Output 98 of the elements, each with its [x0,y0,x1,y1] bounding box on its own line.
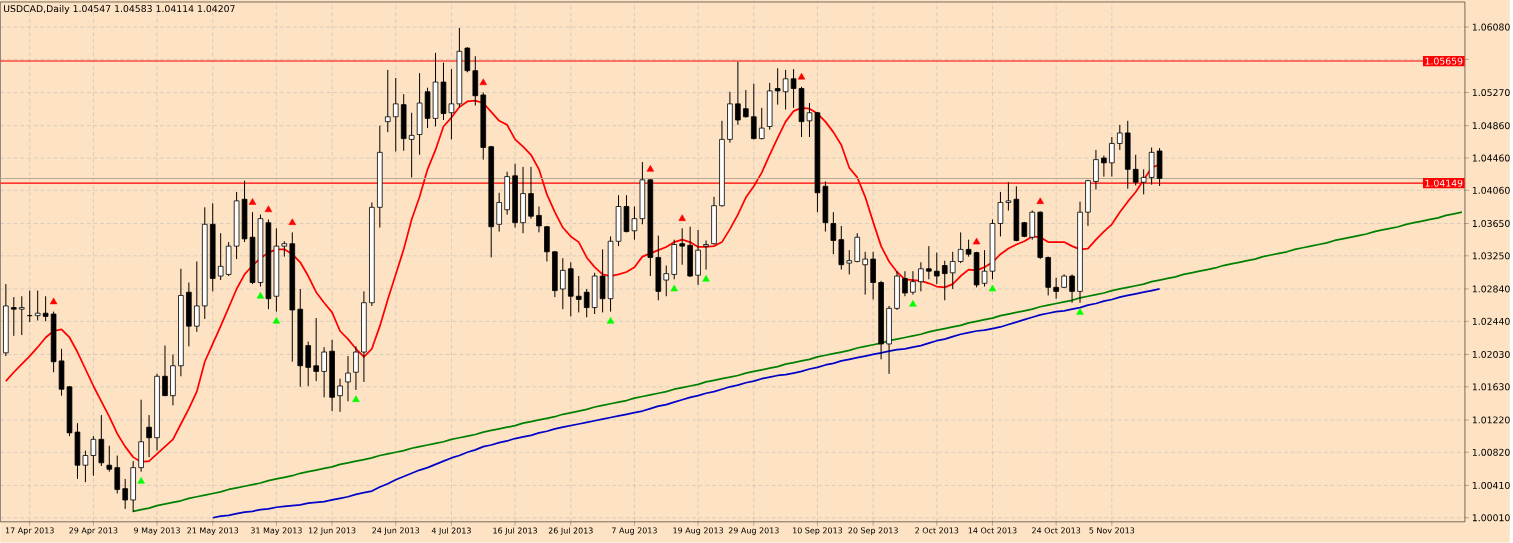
y-tick-label: 1.04860 [1472,122,1510,130]
candlestick [735,61,741,126]
candlestick [918,261,924,293]
ref-line-label: 1.04149 [1425,179,1463,187]
ref-line-label: 1.05659 [1425,57,1463,65]
point [646,165,655,172]
candlestick [146,414,152,458]
y-tick-label: 1.03250 [1472,252,1510,260]
y-tick-label: 1.00410 [1472,482,1510,490]
candlestick [1109,136,1115,178]
y-tick-label: 1.06080 [1472,23,1510,31]
candlestick [392,77,399,153]
candlestick [464,46,471,73]
y-tick-label: 1.05270 [1472,89,1510,97]
point [606,317,615,324]
candlestick [870,251,876,301]
candlestick [703,240,709,271]
candlestick [98,414,105,467]
point [909,300,917,307]
y-tick-label: 1.00820 [1472,448,1510,456]
candlestick [949,251,956,290]
candlestick [384,69,391,133]
candlestick [305,341,311,387]
y-tick-label: 1.04460 [1472,154,1510,162]
candlestick [663,265,670,297]
candlestick [679,227,685,266]
y-tick-label: 1.02840 [1472,285,1510,293]
point [256,292,265,299]
y-tick-label: 1.01220 [1472,416,1510,424]
candlestick [408,112,415,179]
candlestick [957,232,964,264]
candlestick [345,355,351,402]
point [137,477,145,484]
y-tick-label: 1.03650 [1472,220,1510,228]
candlestick [1101,155,1107,178]
point [1036,197,1044,205]
candlestick [1140,168,1147,196]
candlestick [536,206,542,234]
candlestick [313,317,319,382]
y-tick-label: 1.02440 [1472,317,1510,325]
point [988,284,997,292]
y-tick-label: 1.04060 [1472,186,1510,194]
candlestick [1005,181,1012,212]
candlestick [751,83,757,141]
y-tick-label: 1.01630 [1472,383,1510,391]
candlestick [528,166,534,220]
point [972,237,981,245]
point [288,218,297,226]
candlestick [1053,277,1059,300]
candlestick [496,192,502,233]
candlestick [106,445,113,473]
candlestick [862,251,868,296]
point [678,214,686,222]
candlestick [337,378,343,413]
y-tick-label: 1.00010 [1472,514,1510,522]
point [797,73,806,80]
point [702,275,710,282]
candlestick [910,270,916,296]
candlestick [599,248,606,314]
candlestick [560,257,566,310]
candlestick [353,346,359,391]
candlestick [1132,154,1139,187]
candlestick [1093,149,1099,191]
candlestick [846,249,853,276]
candlestick [194,261,200,333]
candlestick [321,346,327,398]
candlestick [1069,274,1075,304]
point [479,78,487,86]
candlestick [902,270,908,297]
point [264,205,273,213]
candlestick [583,288,590,318]
candlestick [743,89,749,119]
candlestick [934,252,940,285]
candlestick [114,455,121,495]
candlestick [122,478,128,510]
candlestick [830,211,837,255]
point [352,395,360,403]
candlestick [774,67,781,106]
candlestick [926,245,932,280]
candlestick [575,275,582,314]
point [670,284,678,292]
candlestick [782,69,789,111]
point [272,317,281,324]
candlestick [941,260,948,301]
candlestick [1117,124,1123,151]
candlestick [11,296,17,337]
candlestick [758,107,765,141]
candlestick [34,290,41,322]
candlestick [217,232,224,281]
candlestick [18,295,25,336]
y-tick-label: 1.02030 [1472,351,1510,359]
point [49,297,58,305]
candlestick [162,345,168,397]
point [248,198,257,205]
point [1076,308,1084,315]
chart-title: USDCAD,Daily 1.04547 1.04583 1.04114 1.04207 [4,5,235,15]
candlestick [42,295,49,322]
candlestick [90,435,97,477]
